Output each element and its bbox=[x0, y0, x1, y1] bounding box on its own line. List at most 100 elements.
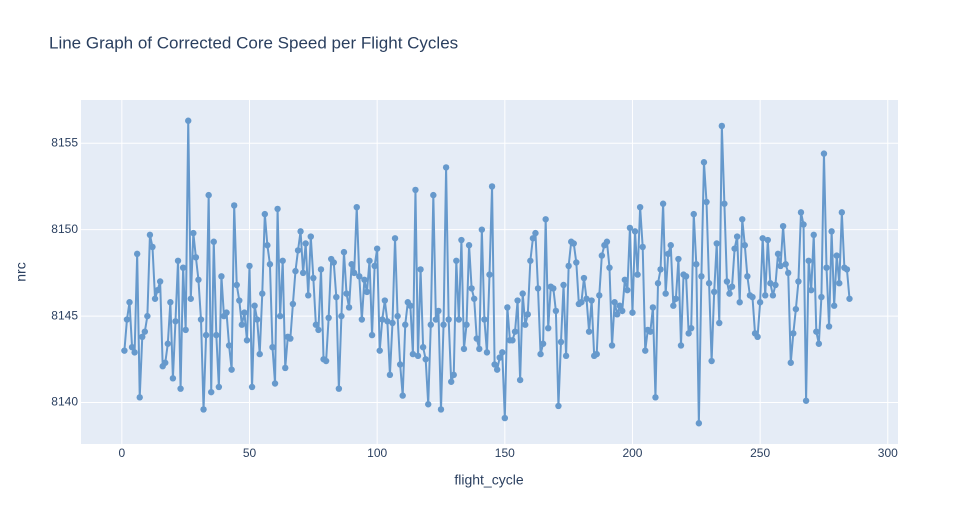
marker bbox=[514, 297, 521, 304]
marker bbox=[636, 203, 644, 211]
chart-title: Line Graph of Corrected Core Speed per F… bbox=[49, 33, 458, 52]
marker bbox=[642, 347, 649, 354]
marker bbox=[619, 307, 626, 315]
marker bbox=[585, 328, 593, 335]
marker bbox=[708, 357, 715, 365]
marker bbox=[588, 297, 595, 304]
marker bbox=[414, 352, 422, 360]
marker bbox=[562, 352, 570, 360]
marker bbox=[409, 350, 417, 358]
marker bbox=[279, 257, 286, 264]
marker bbox=[795, 278, 802, 285]
marker bbox=[532, 229, 539, 237]
marker bbox=[662, 290, 669, 297]
x-tick-label: 150 bbox=[495, 446, 515, 460]
marker bbox=[779, 222, 787, 230]
marker bbox=[690, 210, 697, 218]
marker bbox=[762, 292, 769, 299]
marker bbox=[830, 302, 838, 309]
marker bbox=[468, 285, 475, 292]
marker bbox=[282, 364, 289, 372]
marker bbox=[330, 259, 337, 266]
marker bbox=[555, 402, 562, 410]
marker bbox=[665, 250, 672, 258]
marker bbox=[527, 257, 534, 264]
marker bbox=[399, 392, 406, 399]
marker bbox=[368, 331, 376, 339]
marker bbox=[322, 357, 330, 365]
marker bbox=[767, 280, 774, 287]
marker bbox=[782, 261, 789, 268]
marker bbox=[266, 261, 274, 268]
marker bbox=[705, 280, 713, 287]
marker bbox=[442, 164, 450, 171]
marker bbox=[253, 316, 261, 323]
y-axis-title: nrc bbox=[13, 262, 29, 281]
marker bbox=[182, 326, 189, 334]
marker bbox=[460, 345, 468, 353]
marker bbox=[358, 316, 366, 323]
marker bbox=[187, 295, 194, 302]
marker bbox=[243, 337, 251, 344]
marker bbox=[723, 278, 731, 285]
y-tick-label: 8145 bbox=[51, 308, 78, 322]
marker bbox=[488, 183, 496, 190]
marker bbox=[603, 238, 611, 245]
marker bbox=[716, 319, 723, 327]
marker bbox=[805, 257, 812, 264]
marker bbox=[537, 350, 544, 358]
marker bbox=[626, 224, 634, 232]
marker bbox=[228, 366, 235, 373]
marker bbox=[539, 340, 547, 347]
marker bbox=[652, 394, 659, 401]
marker bbox=[386, 371, 394, 379]
marker bbox=[823, 264, 830, 271]
marker bbox=[846, 295, 853, 302]
marker bbox=[754, 333, 761, 341]
marker bbox=[121, 347, 128, 354]
x-tick-label: 250 bbox=[750, 446, 770, 460]
marker bbox=[238, 321, 246, 328]
marker bbox=[333, 293, 340, 301]
marker bbox=[305, 292, 312, 299]
marker bbox=[813, 328, 820, 335]
marker bbox=[274, 205, 281, 213]
marker bbox=[225, 342, 233, 349]
marker bbox=[654, 280, 662, 287]
marker bbox=[695, 420, 703, 427]
marker bbox=[325, 314, 332, 322]
marker bbox=[361, 276, 368, 283]
marker bbox=[343, 290, 350, 297]
marker bbox=[389, 319, 396, 327]
marker bbox=[340, 248, 348, 256]
marker bbox=[394, 312, 401, 320]
marker bbox=[384, 318, 391, 325]
marker bbox=[647, 328, 654, 335]
marker bbox=[769, 292, 777, 299]
marker bbox=[675, 255, 682, 263]
marker bbox=[685, 330, 692, 337]
marker bbox=[251, 302, 258, 309]
marker bbox=[440, 321, 447, 328]
marker bbox=[509, 337, 516, 344]
marker bbox=[677, 342, 685, 349]
marker bbox=[412, 186, 419, 194]
marker bbox=[297, 228, 304, 235]
marker bbox=[195, 276, 202, 283]
marker bbox=[164, 340, 172, 347]
marker bbox=[570, 240, 577, 247]
marker bbox=[174, 257, 182, 264]
marker bbox=[470, 295, 478, 302]
marker bbox=[149, 243, 156, 251]
marker bbox=[687, 324, 695, 332]
marker bbox=[287, 335, 294, 342]
marker bbox=[639, 243, 646, 251]
marker bbox=[616, 302, 623, 309]
marker bbox=[419, 343, 427, 351]
marker bbox=[338, 312, 345, 320]
marker bbox=[131, 349, 138, 356]
marker bbox=[379, 316, 386, 323]
marker bbox=[573, 259, 580, 266]
marker bbox=[726, 290, 733, 297]
